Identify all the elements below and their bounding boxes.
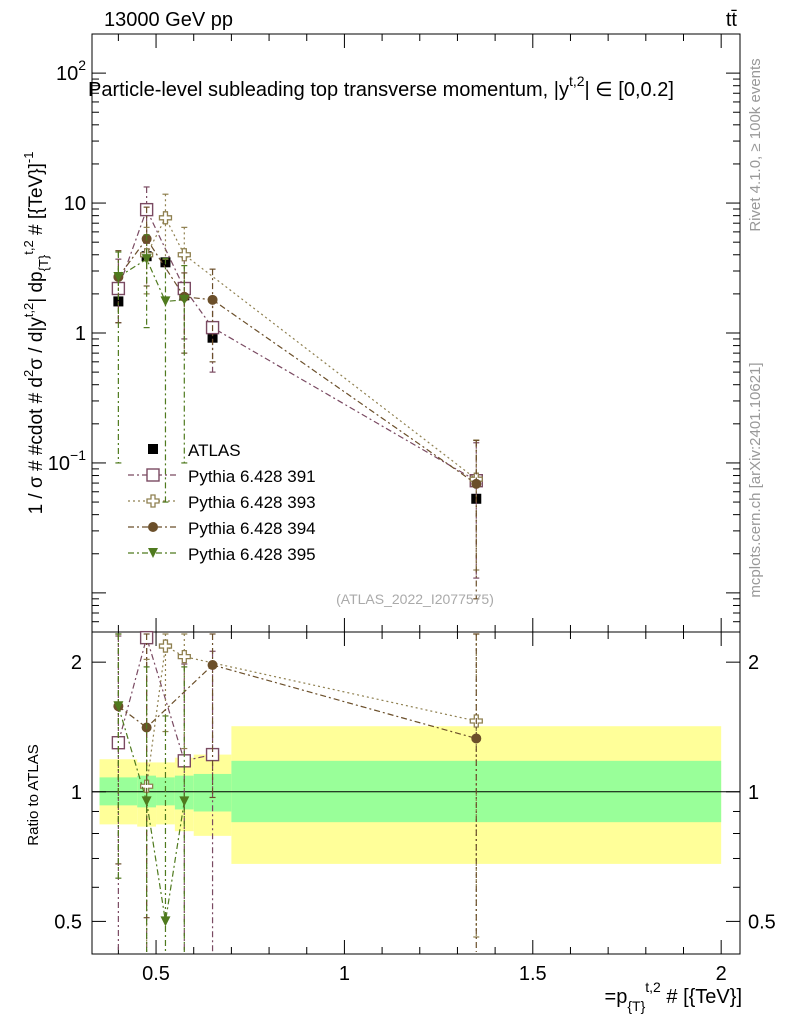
ratio-y-tick-label-right: 1 — [748, 782, 759, 804]
main-data-point — [158, 211, 173, 225]
main-y-tick-label: 10−1 — [48, 447, 86, 475]
legend: ATLAS Pythia 6.428 391 Pythia 6.428 393 Pyt… — [128, 441, 316, 564]
legend-label-atlas: ATLAS — [188, 441, 241, 460]
legend-marker-pythia-6-428-391 — [146, 468, 160, 482]
ratio-y-tick-label-left: 2 — [71, 652, 82, 674]
main-data-point — [113, 271, 124, 282]
main-series-pythia-6-428-395 — [113, 234, 190, 503]
legend-marker-pythia-6-428-395 — [148, 548, 158, 558]
main-data-point — [207, 294, 218, 305]
ratio-y-tick-label-left: 1 — [71, 782, 82, 804]
ratio-plot-frame — [91, 631, 741, 955]
plot-title: Particle-level subleading top transverse… — [88, 73, 674, 101]
ratio-data-point — [160, 916, 171, 927]
x-tick-label: 2 — [716, 963, 727, 985]
main-series-line — [117, 237, 477, 485]
main-data-point — [177, 248, 191, 262]
x-tick-label: 0.5 — [142, 963, 170, 985]
main-series-line — [146, 216, 477, 480]
main-plot-frame — [91, 33, 741, 633]
ratio-y-tick-label-right: 0.5 — [748, 911, 776, 933]
mcplots-label: mcplots.cern.ch [arXiv:2401.10621] — [747, 362, 764, 597]
ratio-axis-ticks: 0.5 0.5 1 1 2 2 0.5 1 1.5 2 — [54, 632, 776, 985]
ratio-series-pythia-6-428-395 — [113, 633, 190, 952]
legend-label-pythia-6-428-391: Pythia 6.428 391 — [188, 467, 316, 486]
legend-label-pythia-6-428-394: Pythia 6.428 394 — [188, 519, 316, 538]
ratio-data-point — [139, 779, 154, 793]
ratio-data-point — [158, 639, 173, 653]
ratio-data-point — [179, 796, 190, 807]
ratio-series-layer — [111, 630, 483, 952]
main-series-line — [118, 258, 185, 303]
x-tick-label: 1 — [339, 963, 350, 985]
ratio-uncertainty-bands — [99, 726, 722, 864]
ratio-data-point — [207, 659, 218, 670]
main-y-tick-label: 1 — [75, 323, 86, 345]
ratio-y-tick-label-right: 2 — [748, 652, 759, 674]
analysis-id: (ATLAS_2022_I2077575) — [336, 591, 494, 607]
ratio-data-point — [471, 733, 482, 744]
main-data-point — [207, 332, 218, 343]
x-tick-label: 1.5 — [519, 963, 547, 985]
legend-label-pythia-6-428-393: Pythia 6.428 393 — [188, 493, 316, 512]
ratio-series-line — [146, 645, 477, 787]
ratio-series-line — [117, 706, 185, 922]
energy-label: 13000 GeV pp — [104, 9, 233, 31]
legend-marker-pythia-6-428-394 — [148, 522, 158, 532]
ratio-data-point — [113, 701, 124, 712]
legend-marker-pythia-6-428-393 — [146, 494, 160, 508]
ratio-y-tick-label-left: 0.5 — [54, 911, 82, 933]
main-y-tick-label: 102 — [56, 57, 86, 85]
main-y-axis-label: 1 / σ # #cdot # d2σ / d|yt,2| dp{T}t,2 #… — [21, 152, 51, 515]
legend-marker-atlas — [148, 444, 158, 454]
main-series-pythia-6-428-393 — [139, 193, 483, 571]
ratio-data-point — [177, 649, 191, 664]
ratio-data-point — [141, 796, 152, 807]
legend-label-pythia-6-428-395: Pythia 6.428 395 — [188, 545, 316, 564]
main-data-point — [179, 294, 190, 305]
main-series-layer — [111, 186, 483, 600]
process-label: tt̄ — [726, 9, 738, 31]
ratio-series-line — [118, 664, 477, 740]
main-axis-ticks: 102 10 1 10−1 — [48, 33, 740, 633]
main-data-point — [471, 478, 482, 489]
main-series-line — [117, 208, 477, 482]
ratio-y-axis-label: Ratio to ATLAS — [25, 744, 42, 845]
main-data-point — [160, 296, 171, 307]
main-y-tick-label: 10 — [64, 193, 86, 215]
rivet-version-label: Rivet 4.1.0, ≥ 100k events — [747, 58, 764, 231]
main-data-point — [141, 254, 152, 265]
